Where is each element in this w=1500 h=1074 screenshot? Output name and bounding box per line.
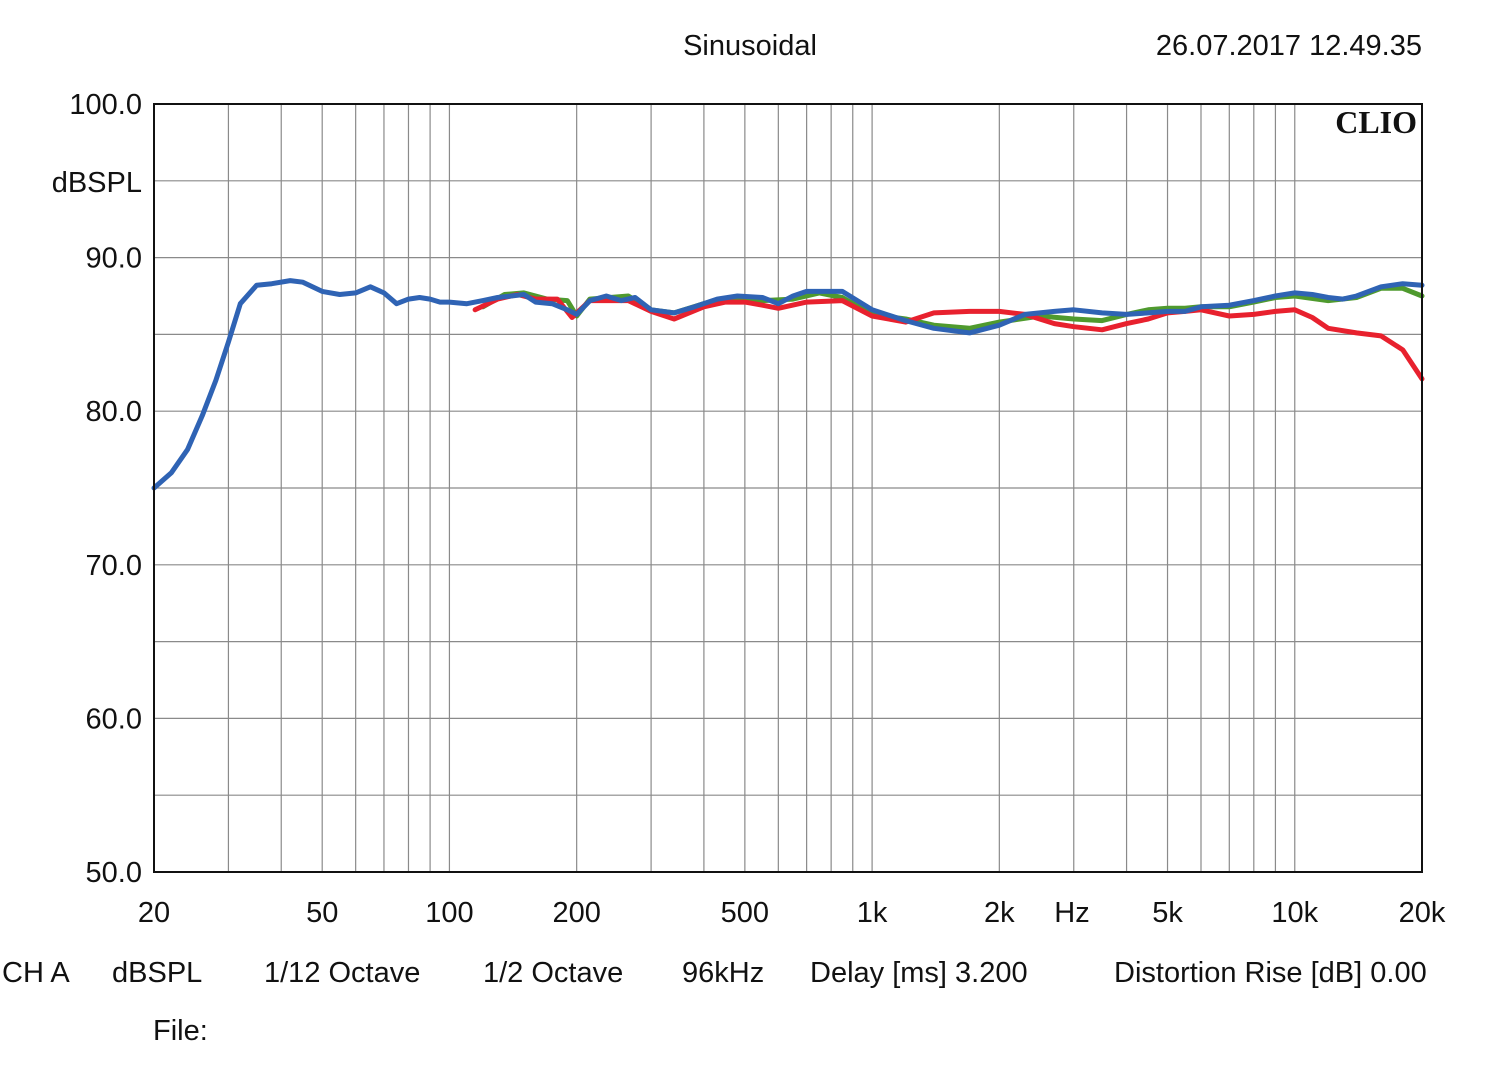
y-axis-label: dBSPL: [52, 167, 142, 199]
series-line-3: [151, 278, 1425, 491]
x-tick-label: 20: [138, 897, 170, 929]
chart-title: Sinusoidal: [683, 30, 817, 62]
footer-delay: Delay [ms] 3.200: [810, 957, 1028, 989]
x-tick-label: 1k: [857, 897, 888, 929]
clio-logo: CLIO: [1335, 104, 1417, 140]
x-tick-label: 100: [425, 897, 473, 929]
y-tick-label: 50.0: [86, 857, 142, 889]
x-tick-label: 20k: [1399, 897, 1446, 929]
y-tick-label: 100.0: [69, 89, 142, 121]
plot-border: [153, 103, 1423, 873]
x-tick-label: 2k: [984, 897, 1015, 929]
y-tick-label: 90.0: [86, 243, 142, 275]
y-tick-label: 80.0: [86, 396, 142, 428]
x-tick-label: 50: [306, 897, 338, 929]
footer-smoothing: 1/2 Octave: [483, 957, 623, 989]
x-tick-label: 200: [552, 897, 600, 929]
footer-distortion: Distortion Rise [dB] 0.00: [1114, 957, 1427, 989]
footer-sample-rate: 96kHz: [682, 957, 764, 989]
footer-file: File:: [153, 1015, 208, 1047]
y-tick-labels: 100.0 90.0 80.0 70.0 60.0 50.0: [69, 89, 142, 889]
y-tick-label: 70.0: [86, 550, 142, 582]
x-axis-label: Hz: [1054, 897, 1089, 929]
footer-channel: CH A: [2, 957, 70, 989]
x-tick-label: 10k: [1271, 897, 1318, 929]
x-tick-labels: 20 50 100 200 500 1k 2k 5k 10k 20k: [138, 897, 1446, 929]
x-tick-label: 5k: [1152, 897, 1183, 929]
y-tick-label: 60.0: [86, 703, 142, 735]
series-line-2: [472, 292, 1425, 382]
footer-unit: dBSPL: [112, 957, 202, 989]
footer-resolution: 1/12 Octave: [264, 957, 420, 989]
grid: [154, 104, 1422, 872]
chart-datetime: 26.07.2017 12.49.35: [1156, 30, 1422, 62]
series-group: [151, 278, 1425, 491]
x-tick-label: 500: [721, 897, 769, 929]
